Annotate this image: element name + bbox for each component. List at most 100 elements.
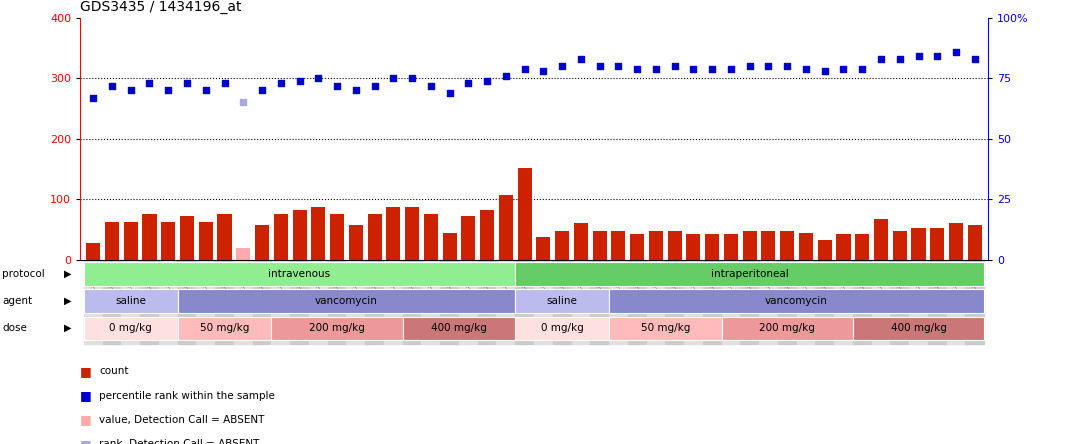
Bar [630,234,644,260]
Point [478,77,496,84]
Point [798,65,815,72]
Bar [515,260,534,345]
Point [122,87,139,94]
Point [104,82,121,89]
Point [779,63,796,70]
Point [384,75,402,82]
Text: count: count [99,366,129,376]
Bar [649,231,663,260]
Text: 50 mg/kg: 50 mg/kg [200,323,249,333]
Bar [311,206,326,260]
Bar [646,260,665,345]
Point [910,53,927,60]
Point [290,77,308,84]
Bar [271,317,403,340]
Bar [177,289,515,313]
Bar [140,260,159,345]
Bar [797,260,815,345]
Bar [84,262,515,285]
Bar [609,260,628,345]
Bar [742,231,757,260]
Bar [405,206,419,260]
Bar [574,223,587,260]
Point [84,94,101,101]
Point [216,79,233,87]
Point [535,67,552,75]
Bar [459,260,477,345]
Bar [255,225,269,260]
Bar [481,210,494,260]
Bar [84,317,177,340]
Text: ■: ■ [80,438,92,444]
Point [685,65,702,72]
Bar [611,231,626,260]
Point [666,63,684,70]
Bar [799,233,813,260]
Point [516,65,533,72]
Bar [965,260,984,345]
Bar [87,243,100,260]
Bar [534,260,553,345]
Point [947,48,964,55]
Text: agent: agent [2,296,32,306]
Text: ■: ■ [80,365,92,378]
Bar [609,317,722,340]
Point [366,82,383,89]
Bar [199,222,213,260]
Bar [591,260,609,345]
Bar [215,260,234,345]
Bar [705,234,719,260]
Bar [461,216,475,260]
Bar [740,260,759,345]
Text: percentile rank within the sample: percentile rank within the sample [99,391,276,400]
Point [347,87,364,94]
Point [329,82,346,89]
Bar [273,214,287,260]
Bar [477,260,497,345]
Point [198,87,215,94]
Bar [687,234,701,260]
Point [816,67,833,75]
Bar [722,260,740,345]
Point [272,79,289,87]
Bar [177,260,197,345]
Text: 0 mg/kg: 0 mg/kg [109,323,152,333]
Point [741,63,758,70]
Bar [84,260,103,345]
Bar [684,260,703,345]
Bar [271,260,290,345]
Text: 400 mg/kg: 400 mg/kg [891,323,946,333]
Point [704,65,721,72]
Point [967,56,984,63]
Bar [815,260,834,345]
Point [647,65,664,72]
Point [141,79,158,87]
Text: 400 mg/kg: 400 mg/kg [431,323,487,333]
Point [253,87,270,94]
Point [891,56,908,63]
Bar [593,231,607,260]
Text: ▶: ▶ [63,296,72,306]
Text: saline: saline [547,296,578,306]
Bar [836,234,850,260]
Bar [609,289,984,313]
Bar [722,317,853,340]
Bar [871,260,891,345]
Bar [968,225,981,260]
Bar [197,260,215,345]
Point [310,75,327,82]
Bar [515,317,609,340]
Point [610,63,627,70]
Bar [553,260,571,345]
Bar [124,222,138,260]
Text: saline: saline [115,296,146,306]
Bar [103,260,122,345]
Point [929,53,946,60]
Bar [105,222,119,260]
Bar [499,195,513,260]
Bar [518,168,532,260]
Bar [367,214,381,260]
Bar [497,260,515,345]
Bar [234,260,253,345]
Text: intraperitoneal: intraperitoneal [711,269,788,279]
